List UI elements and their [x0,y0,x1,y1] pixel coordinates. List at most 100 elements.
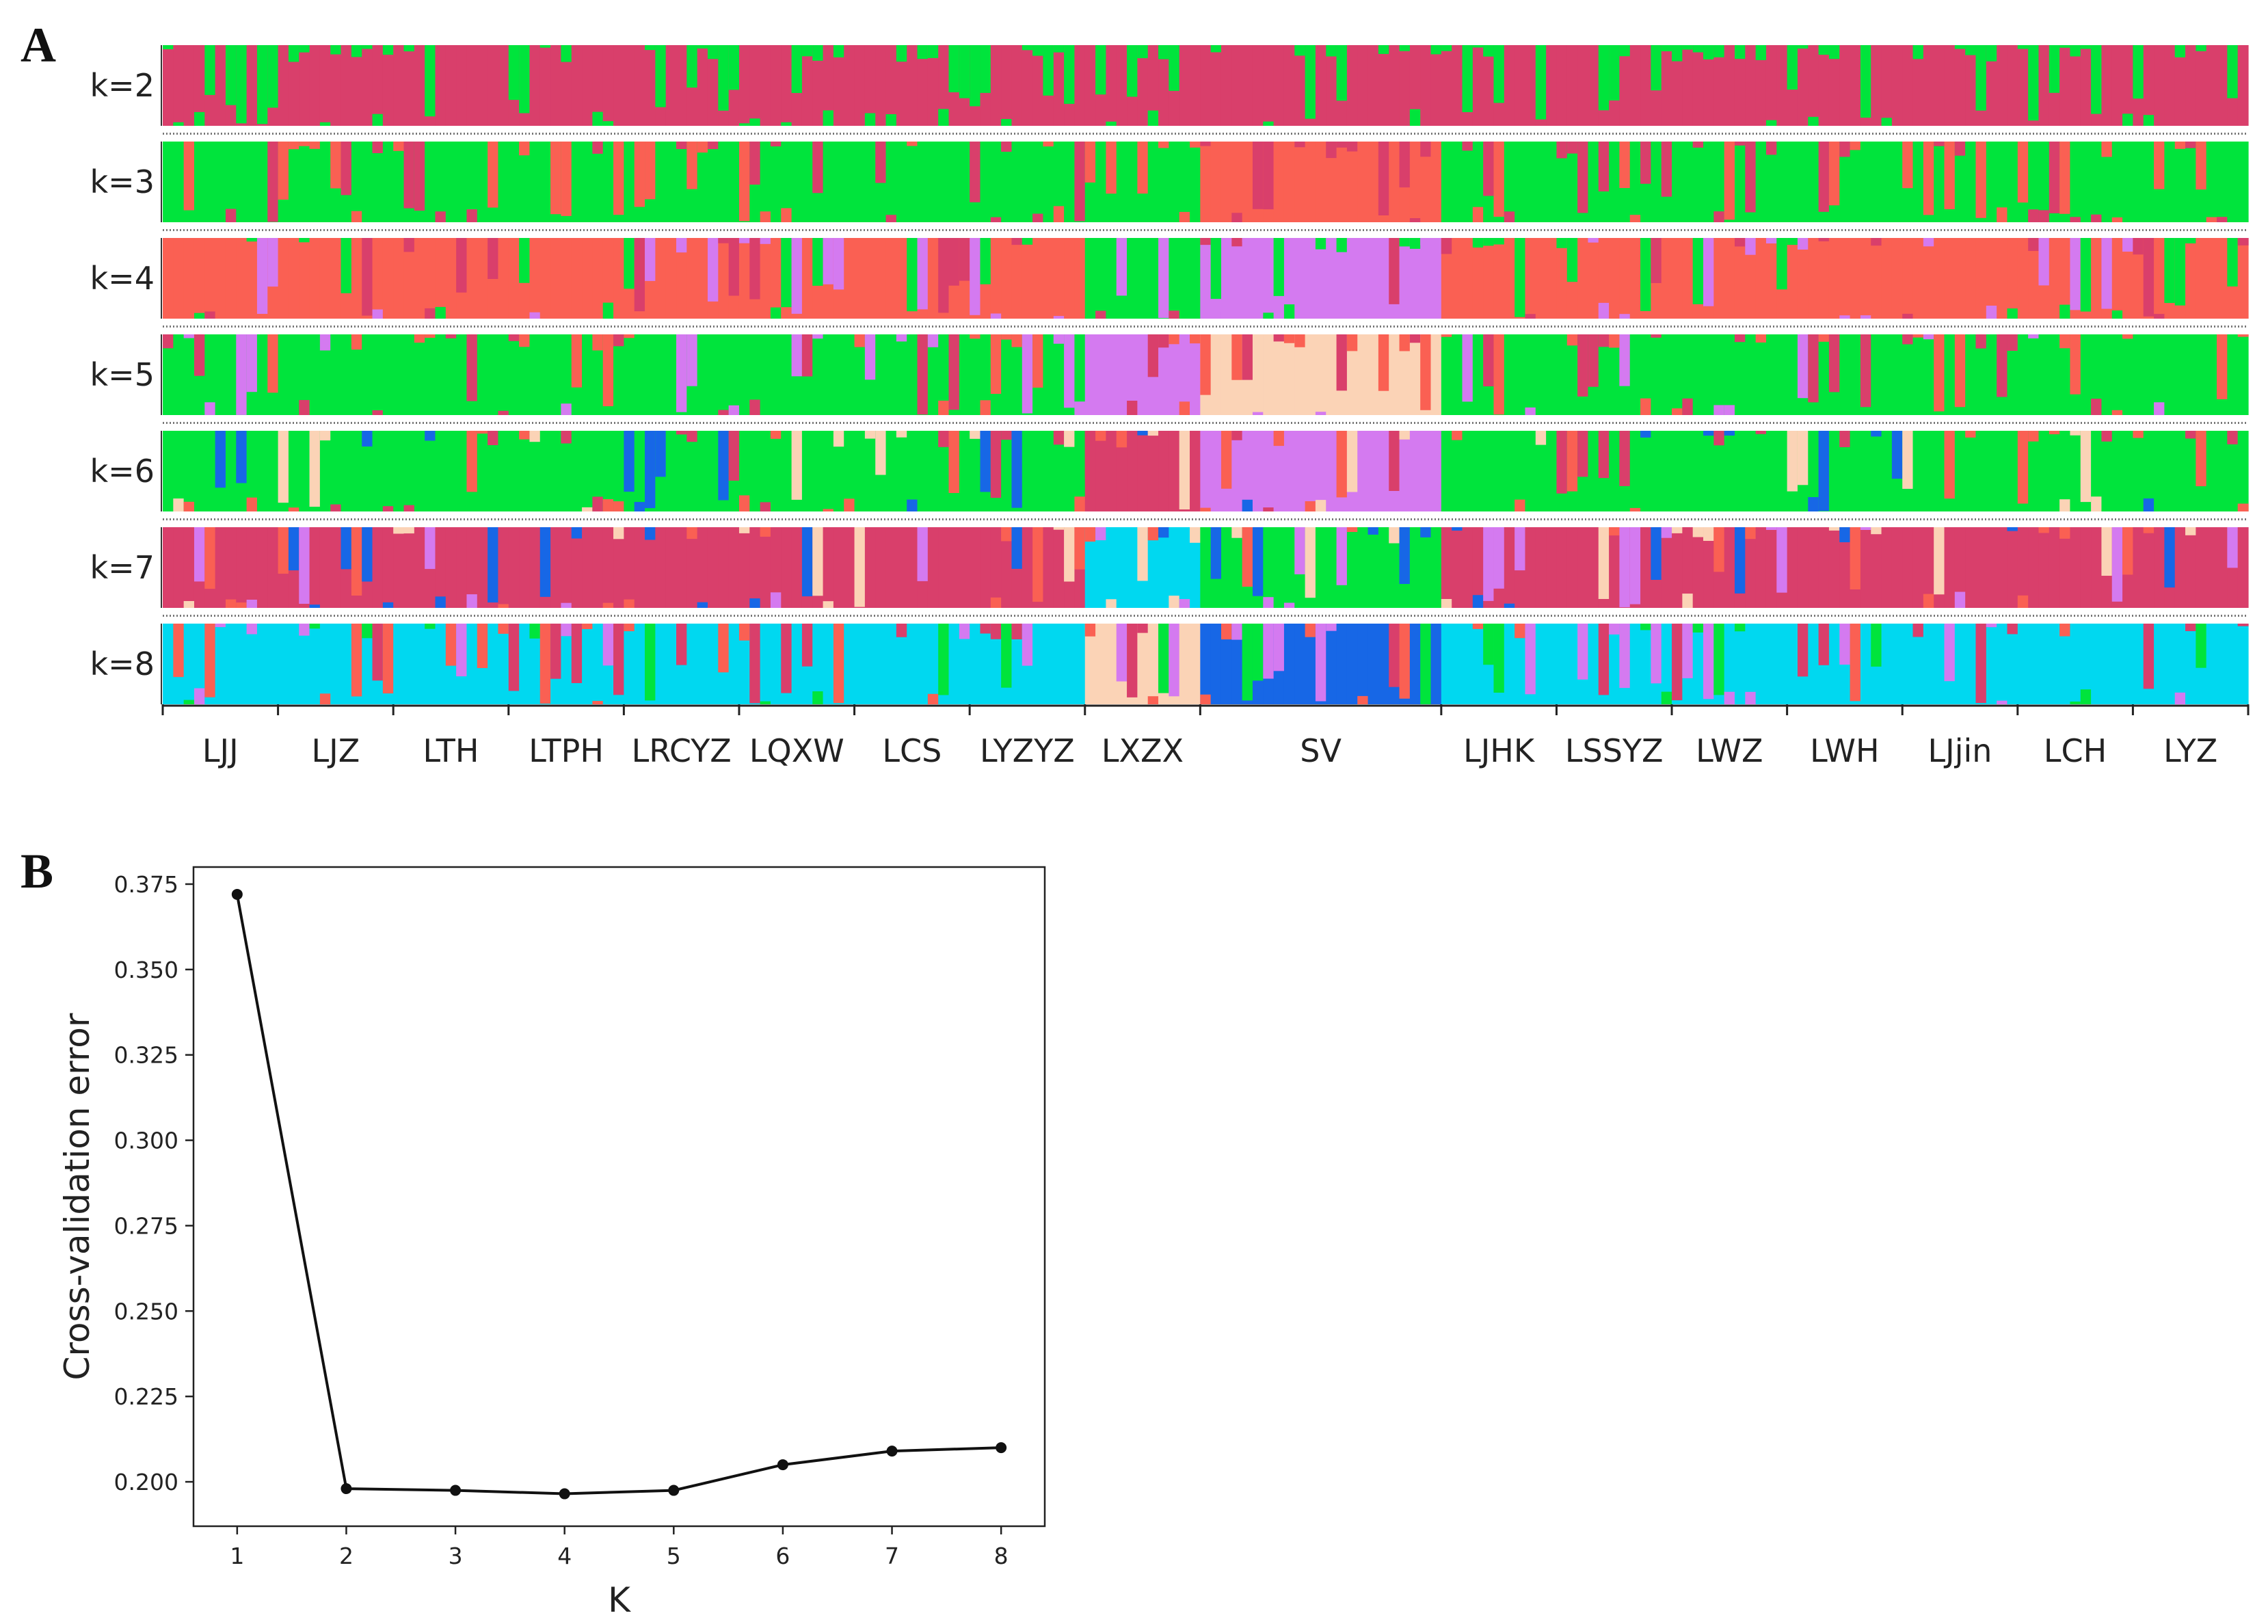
admixture-segment [2164,238,2176,304]
admixture-segment [2111,410,2123,415]
admixture-bar [498,624,509,704]
admixture-segment [927,45,939,58]
cv-error-line [235,894,1002,1495]
admixture-segment [917,238,929,310]
admixture-segment [1703,431,1714,436]
admixture-segment [256,238,268,314]
admixture-bar [183,624,195,704]
admixture-bar [1745,238,1757,319]
admixture-bar [1839,142,1851,222]
admixture-bar [1472,45,1484,126]
admixture-segment [1493,45,1505,103]
cv-error-point [996,1442,1007,1454]
admixture-segment [2080,689,2092,704]
admixture-segment [707,238,719,302]
x-axis-label: K [608,1580,631,1620]
admixture-segment [1745,527,1757,540]
admixture-bar [456,142,468,222]
admixture-segment [2122,527,2134,575]
admixture-segment [718,238,730,243]
admixture-segment [781,624,792,693]
admixture-bar [1923,334,1934,415]
admixture-bar [1776,624,1788,704]
admixture-bar [823,431,834,511]
admixture-bar [456,334,468,415]
admixture-bar [907,334,918,415]
admixture-segment [1190,334,1201,344]
admixture-segment [1158,334,1169,348]
admixture-bar [907,624,918,704]
admixture-bar [267,624,279,704]
admixture-segment [204,45,216,95]
admixture-bar [1043,431,1054,511]
population-label: LJJ [202,732,239,769]
admixture-bar [561,624,572,704]
admixture-bar [1283,142,1295,222]
admixture-segment [1326,238,1337,250]
admixture-segment [1263,121,1275,126]
admixture-segment [2196,431,2207,487]
admixture-bar [2133,527,2144,608]
admixture-segment [498,604,509,608]
admixture-bar [1765,431,1777,511]
admixture-segment [2059,499,2071,511]
admixture-bar [2196,238,2207,319]
admixture-segment [1651,527,1662,580]
admixture-bar [602,238,614,319]
admixture-segment [1001,624,1013,688]
admixture-segment [1713,45,1725,57]
admixture-segment [1179,599,1190,608]
admixture-segment [539,45,551,48]
admixture-bar [2185,142,2196,222]
admixture-bar [1881,527,1893,608]
admixture-segment [2070,431,2081,436]
admixture-bar [634,45,645,126]
admixture-segment [1997,700,2008,704]
admixture-segment [1577,142,1589,213]
admixture-bar [1326,45,1337,126]
admixture-bar [959,527,970,608]
admixture-bar [330,334,342,415]
admixture-bar [2007,527,2018,608]
admixture-segment [183,501,195,511]
admixture-segment [508,334,520,341]
admixture-segment [1525,624,1536,695]
admixture-bar [1357,431,1369,511]
admixture-bar [1127,142,1138,222]
admixture-segment [1515,238,1526,317]
admixture-bar [1084,238,1096,319]
admixture-bar [738,527,750,608]
admixture-bar [571,45,583,126]
admixture-bar [1776,45,1788,126]
admixture-bar [1032,142,1044,222]
admixture-segment [738,238,750,243]
admixture-bar [770,142,782,222]
admixture-bar [948,624,960,704]
admixture-bar [864,142,876,222]
admixture-bar [1828,45,1840,126]
admixture-segment [1713,211,1725,222]
admixture-segment [1231,527,1243,538]
admixture-segment [2059,304,2071,319]
admixture-bar [1452,527,1463,608]
admixture-segment [1095,431,1106,441]
admixture-segment [246,624,258,635]
admixture-bar [1713,431,1725,511]
admixture-segment [1409,218,1421,222]
admixture-bar [1106,238,1117,319]
admixture-bar [362,45,373,126]
admixture-bar [1409,624,1421,704]
admixture-bar [655,238,667,319]
admixture-bar [1850,142,1861,222]
admixture-bar [403,527,415,608]
admixture-segment [1483,624,1495,665]
admixture-bar [1200,527,1212,608]
admixture-bar [173,334,185,415]
admixture-bar [1472,142,1484,222]
admixture-segment [1200,238,1212,245]
admixture-bar [1452,45,1463,126]
admixture-bar [927,142,939,222]
admixture-bar [1315,45,1326,126]
admixture-segment [2143,238,2154,317]
admixture-bar [2164,142,2176,222]
